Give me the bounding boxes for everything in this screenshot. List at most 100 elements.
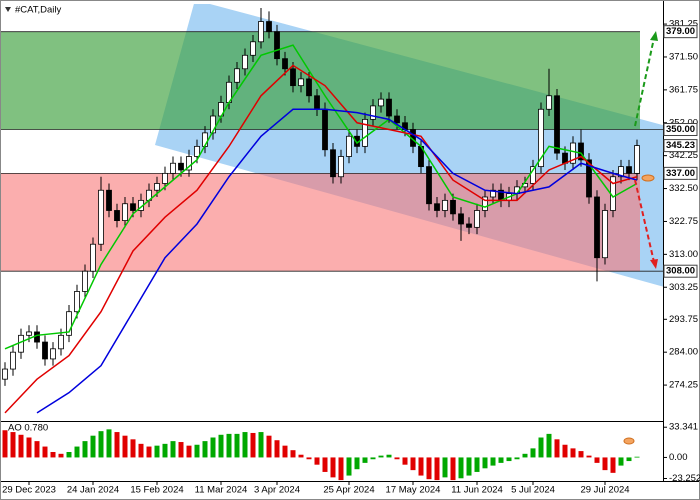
candle-body bbox=[474, 210, 480, 228]
ao-bar bbox=[114, 432, 120, 458]
price-label-box bbox=[663, 139, 698, 153]
candle-body bbox=[282, 58, 288, 70]
candle-body bbox=[34, 331, 40, 343]
candle-body bbox=[2, 368, 8, 380]
ao-bar bbox=[458, 457, 464, 479]
x-tick-label: 3 Apr 2024 bbox=[254, 485, 300, 496]
target-arrow-up bbox=[634, 37, 655, 127]
ao-bar bbox=[50, 452, 56, 458]
ao-bar bbox=[570, 448, 576, 458]
ao-bar bbox=[10, 432, 16, 458]
ao-bar bbox=[82, 441, 88, 458]
ao-bar bbox=[346, 457, 352, 476]
ao-bar bbox=[402, 457, 408, 465]
y-tick-label: -23.252 bbox=[669, 473, 700, 484]
ao-bar bbox=[18, 434, 24, 458]
indicator-title: AO 0.780 bbox=[8, 423, 48, 434]
x-tick-label: 15 Feb 2024 bbox=[130, 485, 183, 496]
candle-body bbox=[602, 210, 608, 259]
ao-bar bbox=[58, 453, 64, 458]
ao-bar bbox=[554, 439, 560, 458]
candle-body bbox=[98, 189, 104, 245]
ao-bar bbox=[474, 457, 480, 472]
candle-body bbox=[626, 166, 632, 174]
y-tick-label: 332.50 bbox=[669, 183, 698, 194]
ao-bar bbox=[282, 445, 288, 458]
candle-body bbox=[490, 189, 496, 198]
ao-bar bbox=[306, 457, 312, 460]
ao-bar bbox=[546, 433, 552, 458]
candle-body bbox=[42, 341, 48, 360]
ao-bar bbox=[26, 437, 32, 458]
ao-bar bbox=[2, 430, 8, 458]
ao-bar bbox=[338, 457, 344, 481]
ao-bar bbox=[586, 455, 592, 458]
ao-bar bbox=[250, 432, 256, 458]
candle-body bbox=[386, 98, 392, 117]
candle-body bbox=[170, 162, 176, 174]
candle-body bbox=[322, 108, 328, 151]
candle-body bbox=[306, 78, 312, 97]
ao-bar bbox=[298, 454, 304, 458]
candle-body bbox=[250, 41, 256, 56]
y-tick-label: 361.75 bbox=[669, 84, 698, 95]
ao-bar bbox=[466, 457, 472, 476]
price-label-box bbox=[663, 123, 698, 137]
candle-body bbox=[194, 145, 200, 157]
candle-body bbox=[58, 334, 64, 350]
candle-body bbox=[618, 166, 624, 178]
candle-body bbox=[330, 149, 336, 178]
moving-averages bbox=[4, 44, 638, 414]
candle-body bbox=[186, 156, 192, 171]
candle-body bbox=[634, 145, 640, 174]
candle-body bbox=[50, 348, 56, 360]
price-label: 345.23 bbox=[666, 140, 695, 151]
candle-body bbox=[10, 351, 16, 370]
ao-bar bbox=[450, 457, 456, 481]
candle-body bbox=[114, 210, 120, 222]
ao-bar bbox=[426, 457, 432, 480]
candle-body bbox=[594, 196, 600, 259]
candle-body bbox=[554, 95, 560, 154]
ao-bar bbox=[146, 446, 152, 458]
candle-body bbox=[314, 95, 320, 110]
candle-body bbox=[234, 68, 240, 83]
ao-bar bbox=[210, 437, 216, 458]
ao-bar bbox=[218, 434, 224, 458]
price-label-box bbox=[663, 25, 698, 39]
ao-bar bbox=[506, 457, 512, 462]
candle-body bbox=[530, 166, 536, 184]
ao-bar bbox=[154, 445, 160, 458]
y-tick-label: 371.50 bbox=[669, 51, 698, 62]
ao-bar bbox=[386, 454, 392, 458]
ao-bar bbox=[178, 442, 184, 458]
candle-body bbox=[578, 142, 584, 161]
ao-bar bbox=[42, 446, 48, 458]
marker bbox=[623, 437, 635, 445]
ao-bar bbox=[434, 457, 440, 481]
ao-bar bbox=[194, 444, 200, 458]
y-tick-label: 303.25 bbox=[669, 282, 698, 293]
ao-bar bbox=[370, 457, 376, 460]
arrow-head bbox=[650, 259, 658, 269]
symbol-icon bbox=[5, 7, 11, 12]
candle-body bbox=[346, 135, 352, 157]
candle-body bbox=[426, 166, 432, 205]
price-label: 308.00 bbox=[666, 266, 695, 277]
ao-bar bbox=[610, 457, 616, 473]
moving-average bbox=[4, 64, 638, 414]
candle-body bbox=[82, 270, 88, 292]
candle-body bbox=[378, 98, 384, 107]
ao-bar bbox=[202, 441, 208, 458]
ao-bar bbox=[170, 441, 176, 458]
ao-bar bbox=[314, 457, 320, 465]
candle-body bbox=[586, 159, 592, 198]
y-tick-label: 293.75 bbox=[669, 314, 698, 325]
candle-body bbox=[258, 21, 264, 43]
price-label-box bbox=[663, 166, 698, 180]
y-tick-label: 381.25 bbox=[669, 19, 698, 30]
candle-body bbox=[130, 203, 136, 211]
candle-body bbox=[266, 21, 272, 33]
candle-body bbox=[458, 213, 464, 225]
ao-bar bbox=[186, 445, 192, 458]
